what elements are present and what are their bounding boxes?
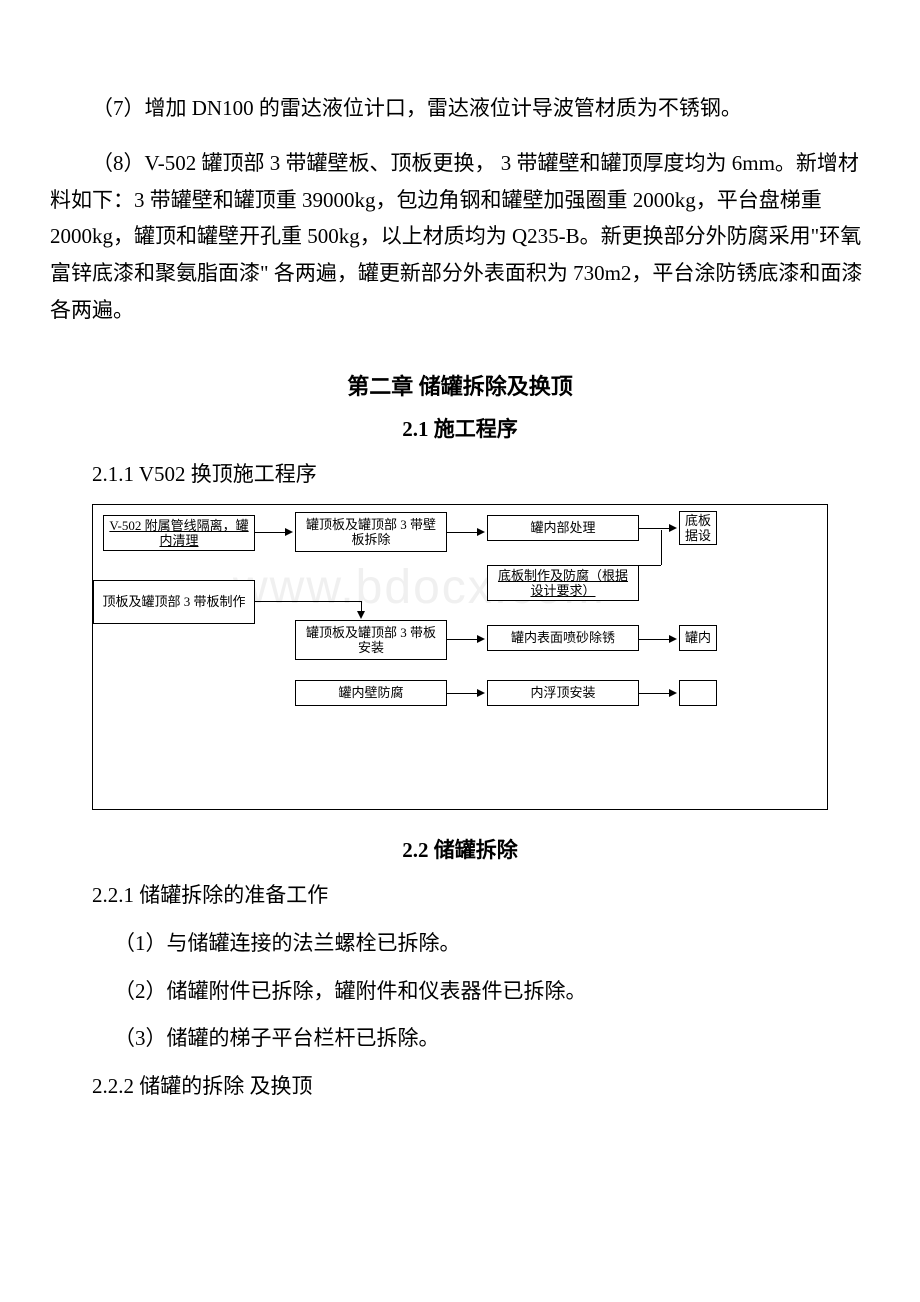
flowchart-box-b10: 罐内壁防腐 bbox=[295, 680, 447, 706]
flowchart-box-b7: 罐顶板及罐顶部 3 带板安装 bbox=[295, 620, 447, 660]
flowchart-arrow-6 bbox=[639, 639, 671, 640]
flowchart-box-b8: 罐内表面喷砂除锈 bbox=[487, 625, 639, 651]
flowchart-v502: www.bdocx.com V-502 附属管线隔离，罐内清理罐顶板及罐顶部 3… bbox=[92, 504, 828, 810]
subsection-2-1-1: 2.1.1 V502 换顶施工程序 bbox=[50, 457, 870, 493]
flowchart-arrowhead-0 bbox=[285, 528, 293, 536]
chapter-title: 第二章 储罐拆除及换顶 bbox=[50, 369, 870, 401]
flowchart-box-b5: 顶板及罐顶部 3 带板制作 bbox=[93, 580, 255, 624]
flowchart-arrow-2 bbox=[639, 528, 671, 529]
list-item-2: （2）储罐附件已拆除，罐附件和仪表器件已拆除。 bbox=[50, 974, 870, 1010]
flowchart-box-b3: 罐内部处理 bbox=[487, 515, 639, 541]
flowchart-arrow-9 bbox=[661, 530, 662, 565]
flowchart-arrowhead-7 bbox=[477, 689, 485, 697]
flowchart-arrow-3 bbox=[255, 601, 361, 602]
flowchart-box-b1: V-502 附属管线隔离，罐内清理 bbox=[103, 515, 255, 551]
flowchart-arrow-10 bbox=[639, 565, 661, 566]
list-item-3: （3）储罐的梯子平台栏杆已拆除。 bbox=[50, 1021, 870, 1057]
section-2-1-title: 2.1 施工程序 bbox=[50, 413, 870, 443]
subsection-2-2-2: 2.2.2 储罐的拆除 及换顶 bbox=[50, 1069, 870, 1105]
flowchart-box-b12 bbox=[679, 680, 717, 706]
flowchart-arrow-1 bbox=[447, 532, 479, 533]
flowchart-arrowhead-1 bbox=[477, 528, 485, 536]
document-body: （7）增加 DN100 的雷达液位计口，雷达液位计导波管材质为不锈钢。 （8）V… bbox=[50, 90, 870, 1105]
flowchart-box-b2: 罐顶板及罐顶部 3 带壁板拆除 bbox=[295, 512, 447, 552]
paragraph-8: （8）V-502 罐顶部 3 带罐壁板、顶板更换， 3 带罐壁和罐顶厚度均为 6… bbox=[50, 145, 870, 329]
flowchart-box-b4: 底板据设 bbox=[679, 511, 717, 545]
list-item-1: （1）与储罐连接的法兰螺栓已拆除。 bbox=[50, 926, 870, 962]
flowchart-arrowhead-2 bbox=[669, 524, 677, 532]
flowchart-arrowhead-4 bbox=[357, 611, 365, 619]
section-2-2-title: 2.2 储罐拆除 bbox=[50, 834, 870, 864]
flowchart-box-b6: 底板制作及防腐（根据设计要求） bbox=[487, 565, 639, 601]
flowchart-arrow-5 bbox=[447, 639, 479, 640]
flowchart-arrowhead-5 bbox=[477, 635, 485, 643]
flowchart-arrow-8 bbox=[639, 693, 671, 694]
subsection-2-2-1: 2.2.1 储罐拆除的准备工作 bbox=[50, 878, 870, 914]
flowchart-arrowhead-6 bbox=[669, 635, 677, 643]
flowchart-arrow-7 bbox=[447, 693, 479, 694]
flowchart-arrowhead-8 bbox=[669, 689, 677, 697]
flowchart-box-b11: 内浮顶安装 bbox=[487, 680, 639, 706]
paragraph-7: （7）增加 DN100 的雷达液位计口，雷达液位计导波管材质为不锈钢。 bbox=[50, 90, 870, 127]
flowchart-arrow-0 bbox=[255, 532, 287, 533]
flowchart-box-b9: 罐内 bbox=[679, 625, 717, 651]
